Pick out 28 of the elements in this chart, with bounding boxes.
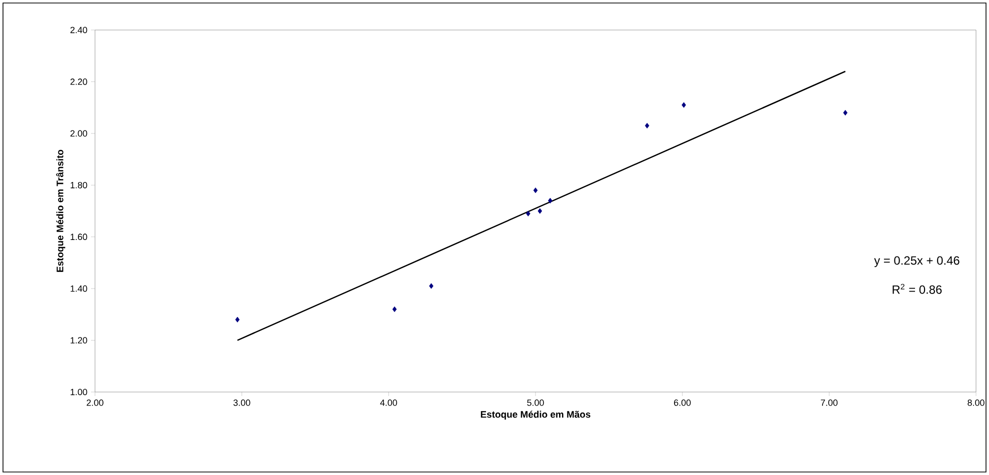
point (235, 316, 240, 322)
y-tick-label: 2.40 (70, 26, 88, 34)
x-tick-label: 3.00 (233, 400, 250, 406)
annotation: R$^{2}$ = 0.86 (892, 284, 942, 294)
point (682, 102, 686, 108)
point (526, 210, 530, 216)
y-tick-label: 1.80 (70, 182, 88, 188)
annotation: y = 0.25x + 0.46 (874, 256, 960, 268)
y-tick-label: 1.00 (70, 388, 88, 396)
x-tick-label: 6.00 (674, 400, 691, 406)
point (548, 198, 552, 204)
y-tick-label: 2.20 (70, 78, 88, 85)
point (392, 306, 397, 312)
point (533, 188, 538, 194)
x-tick-label: 4.00 (380, 400, 398, 406)
point (644, 122, 650, 128)
y-tick-label: 1.40 (70, 285, 88, 292)
y-tick-label: 1.20 (70, 337, 88, 344)
y-axis-title: Estoque Médio em Trânsito (56, 150, 66, 272)
x-tick-label: 8.00 (968, 400, 984, 406)
y-tick-label: 2.00 (70, 130, 88, 137)
x-tick-label: 5.00 (527, 400, 544, 406)
x-axis-title: Estoque Médio em Mãos (480, 410, 590, 420)
point (429, 283, 434, 289)
y-tick-label: 1.60 (70, 234, 88, 240)
point (538, 208, 542, 214)
x-tick-label: 7.00 (820, 400, 838, 406)
x-tick-label: 2.00 (86, 400, 104, 406)
